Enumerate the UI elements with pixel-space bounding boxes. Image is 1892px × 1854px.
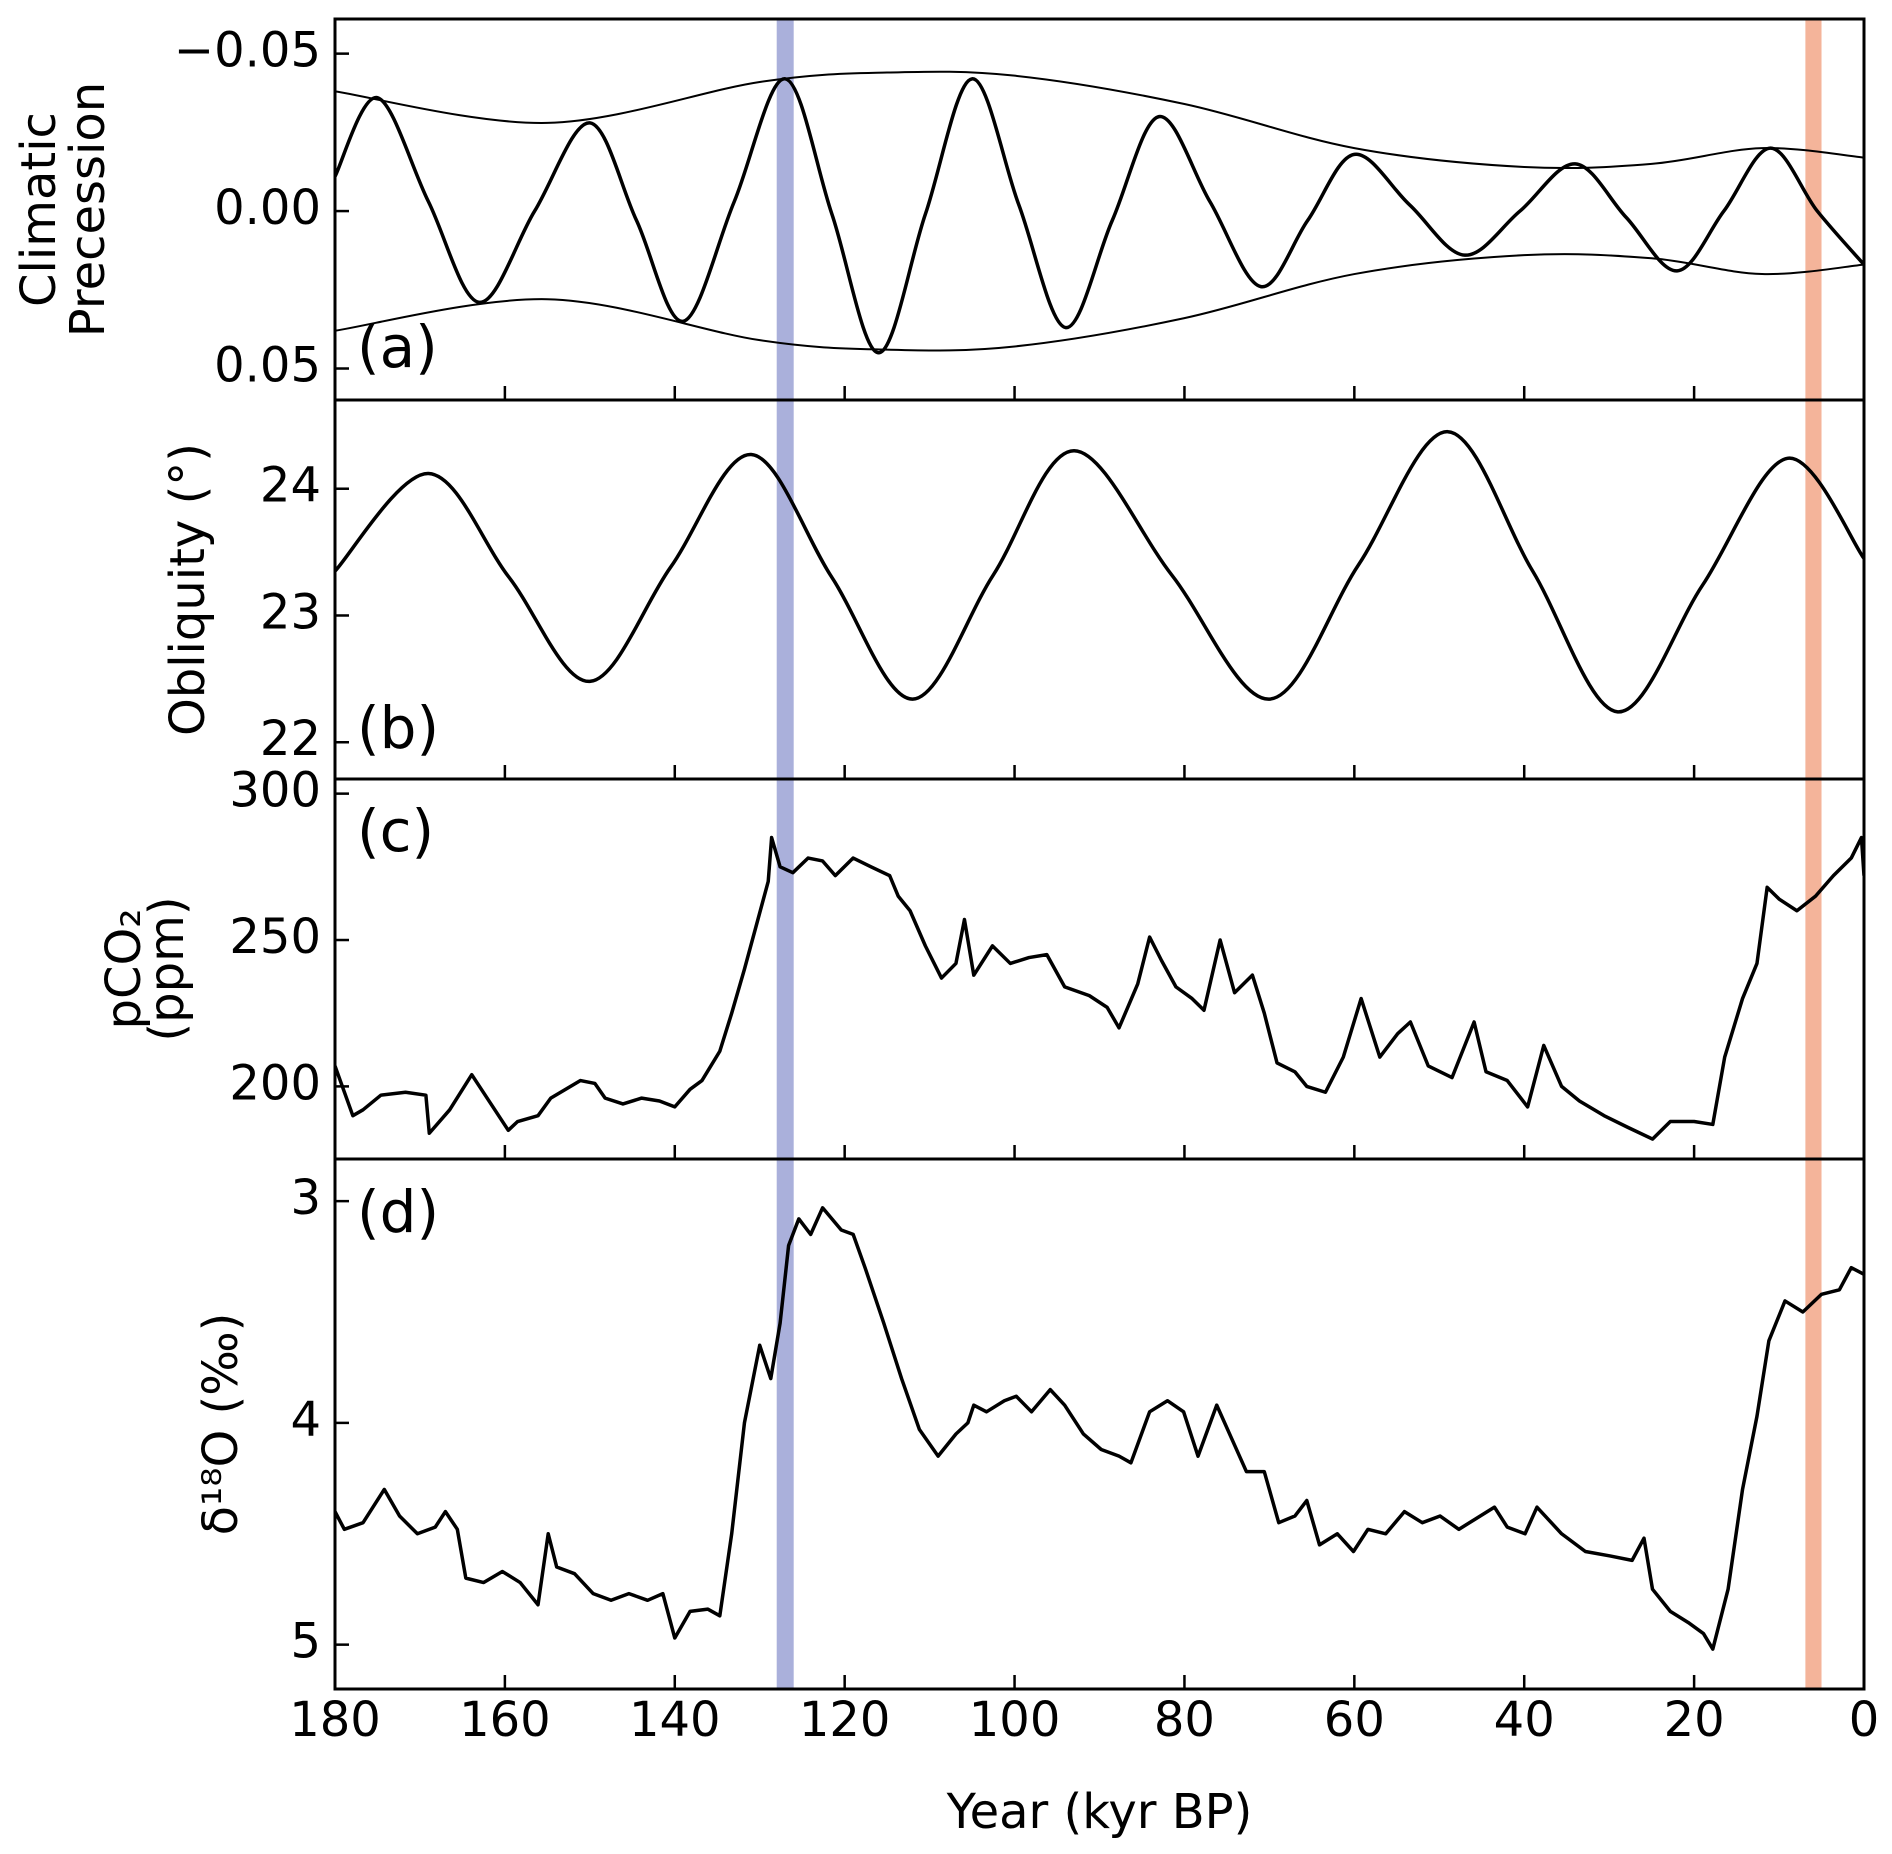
y-tick-label: −0.05: [174, 23, 321, 79]
y-axis-label: Obliquity (°): [160, 443, 216, 736]
data-line: [335, 835, 1864, 1141]
highlight-band: [1805, 400, 1822, 779]
x-tick-label: 120: [799, 1692, 891, 1748]
data-line: [335, 77, 1864, 355]
y-tick-label: 22: [260, 711, 321, 767]
axes-frame: [333, 17, 1866, 402]
y-tick-label: 0.05: [214, 338, 321, 394]
data-line: [335, 429, 1864, 714]
y-tick-label: 200: [229, 1055, 321, 1111]
data-line: [335, 70, 1864, 170]
y-axis-label: pCO₂: [96, 908, 152, 1029]
highlight-band: [776, 1159, 794, 1689]
highlight-band: [1805, 779, 1822, 1159]
panel-label: (b): [357, 694, 439, 762]
y-axis-label: Climatic: [11, 112, 67, 307]
panel-label: (c): [357, 797, 434, 865]
highlight-band: [1805, 19, 1822, 400]
axes-frame: [333, 1157, 1866, 1691]
y-tick-label: 23: [260, 584, 321, 640]
panel-label: (a): [357, 313, 438, 381]
y-axis-label: δ¹⁸O (‰): [193, 1313, 249, 1536]
data-line: [335, 253, 1864, 352]
panel-label: (d): [357, 1178, 439, 1246]
y-tick-label: 0.00: [214, 180, 321, 236]
data-line: [335, 1206, 1864, 1651]
axes-frame: [333, 398, 1866, 781]
y-tick-label: 3: [290, 1170, 321, 1226]
y-axis-label: (ppm): [139, 896, 195, 1041]
x-tick-label: 160: [459, 1692, 551, 1748]
highlight-band: [1805, 1159, 1822, 1689]
y-axis-label: Precession: [60, 82, 116, 337]
highlight-band: [776, 779, 794, 1159]
y-tick-label: 250: [229, 909, 321, 965]
highlight-band: [776, 19, 794, 400]
x-tick-label: 180: [289, 1692, 381, 1748]
x-tick-label: 100: [969, 1692, 1061, 1748]
x-axis-label: Year (kyr BP): [946, 1784, 1253, 1840]
y-tick-label: 5: [290, 1614, 321, 1670]
x-tick-label: 80: [1154, 1692, 1215, 1748]
y-tick-label: 24: [260, 458, 321, 514]
x-tick-label: 140: [629, 1692, 721, 1748]
highlight-band: [776, 400, 794, 779]
x-tick-label: 20: [1664, 1692, 1725, 1748]
x-tick-label: 60: [1324, 1692, 1385, 1748]
y-tick-label: 300: [229, 763, 321, 819]
x-tick-label: 40: [1494, 1692, 1555, 1748]
x-tick-label: 0: [1849, 1692, 1880, 1748]
axes-frame: [333, 777, 1866, 1161]
y-tick-label: 4: [290, 1392, 321, 1448]
